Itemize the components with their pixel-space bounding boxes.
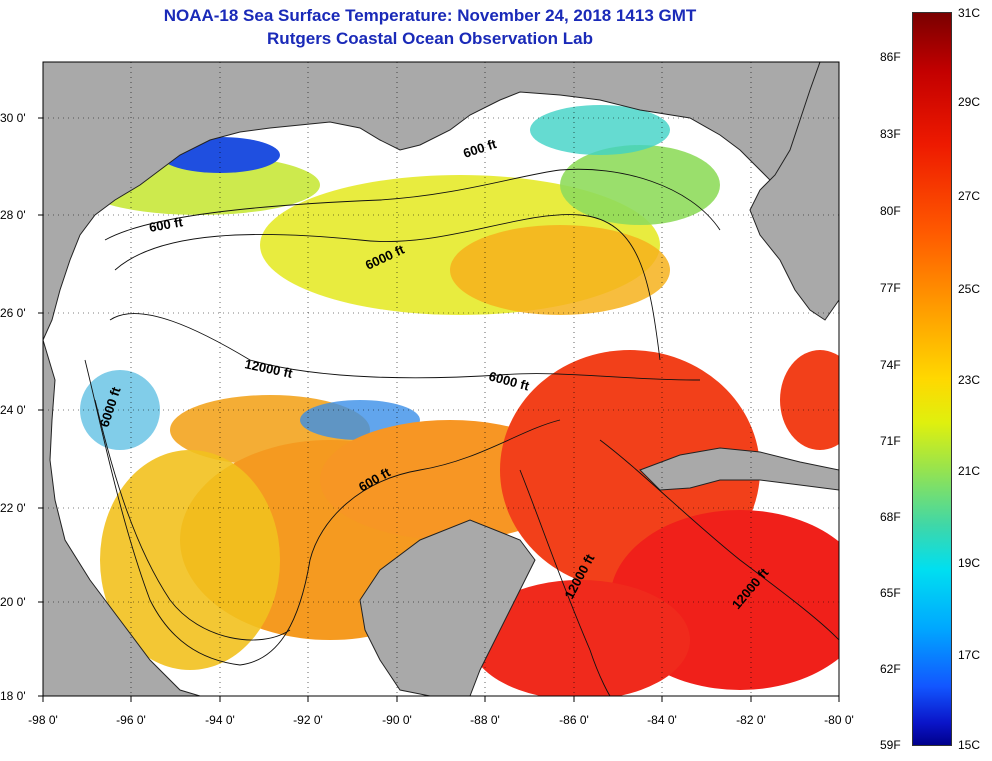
colorbar-f-label: 74F [880,358,901,372]
lat-label: 30 0' [0,111,26,125]
lat-label: 20 0' [0,595,26,609]
lon-label: -88 0' [470,713,500,727]
land [43,62,839,696]
colorbar-f-label: 86F [880,50,901,64]
colorbar-c-label: 27C [958,189,981,203]
lat-label: 28 0' [0,208,26,222]
colorbar-f-label: 83F [880,127,901,141]
sst-patches [80,62,839,696]
lat-label: 26 0' [0,306,26,320]
lon-label: -84 0' [647,713,677,727]
colorbar-f-label: 65F [880,586,901,600]
colorbar-f-label: 68F [880,510,901,524]
temperature-colorbar [912,12,952,746]
axis-ticks [38,117,840,702]
map-subtitle: Rutgers Coastal Ocean Observation Lab [267,29,593,48]
lon-label: -82 0' [736,713,766,727]
lat-label: 22 0' [0,501,26,515]
lon-label: -80 0' [824,713,854,727]
map-frame [42,61,840,697]
colorbar-c-label: 17C [958,648,981,662]
contour-label: 600 ft [148,214,185,235]
colorbar-f-label: 62F [880,662,901,676]
colorbar-c-label: 31C [958,6,981,20]
colorbar-c-label: 23C [958,373,981,387]
colorbar-f-label: 71F [880,434,901,448]
depth-contours [84,168,839,696]
colorbar-f-label: 77F [880,281,901,295]
lon-label: -96 0' [116,713,146,727]
colorbar-f-label: 80F [880,204,901,218]
lon-label: -98 0' [28,713,58,727]
colorbar-c-label: 29C [958,95,981,109]
lon-label: -86 0' [559,713,589,727]
map-title: NOAA-18 Sea Surface Temperature: Novembe… [163,6,697,25]
colorbar-f-label: 59F [880,738,901,752]
lat-label: 18 0' [0,689,26,703]
colorbar-c-label: 25C [958,282,981,296]
lon-label: -94 0' [205,713,235,727]
lon-label: -92 0' [293,713,323,727]
colorbar-c-label: 21C [958,464,981,478]
colorbar-c-label: 19C [958,556,981,570]
graticule [43,62,839,696]
lon-label: -90 0' [382,713,412,727]
colorbar-c-label: 15C [958,738,981,752]
lat-label: 24 0' [0,403,26,417]
